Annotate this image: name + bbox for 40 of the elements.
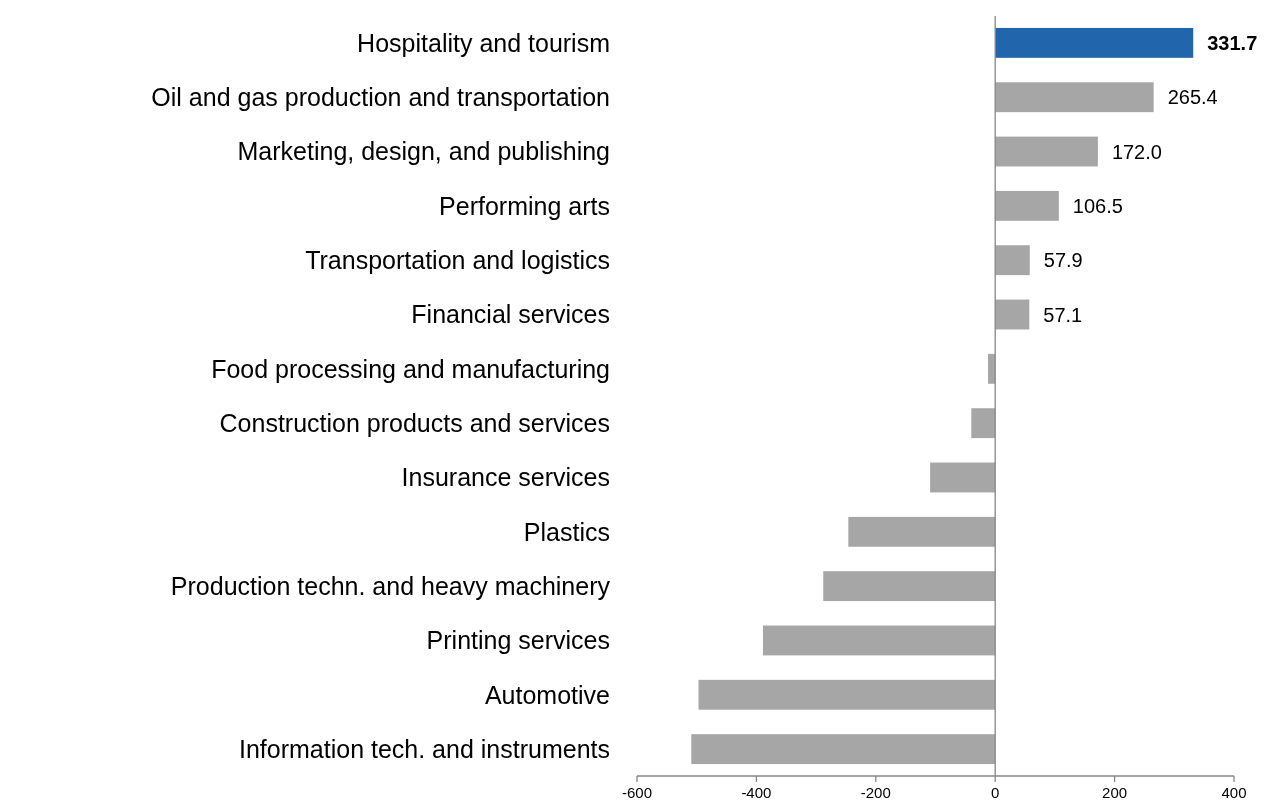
y-tick-label: Automotive — [484, 680, 610, 709]
bar — [691, 734, 996, 765]
y-tick-label: Marketing, design, and publishing — [237, 137, 610, 166]
bar — [698, 679, 996, 710]
y-tick-label: Hospitality and tourism — [357, 28, 610, 57]
bar — [762, 625, 996, 656]
bar — [971, 408, 996, 439]
data-label: 57.9 — [1043, 249, 1083, 272]
x-tick-label: -200 — [860, 784, 891, 801]
y-tick-label: Information tech. and instruments — [238, 734, 610, 763]
data-label: 331.7 — [1207, 31, 1258, 54]
bar — [988, 353, 996, 384]
x-tick-label: -400 — [741, 784, 772, 801]
y-tick-label: Printing services — [426, 626, 610, 655]
x-tick-label: 400 — [1221, 784, 1247, 801]
y-tick-label: Oil and gas production and transportation — [151, 82, 610, 111]
x-tick-label: 0 — [991, 784, 1000, 801]
bar — [995, 190, 1059, 221]
y-tick-label: Food processing and manufacturing — [211, 354, 610, 383]
data-label: 172.0 — [1111, 140, 1162, 163]
y-tick-label: Financial services — [411, 300, 610, 329]
y-tick-label: Production techn. and heavy machinery — [170, 571, 611, 600]
bar — [930, 462, 996, 493]
y-tick-label: Insurance services — [401, 463, 610, 492]
x-tick-label: 200 — [1102, 784, 1128, 801]
bar — [995, 245, 1030, 276]
data-label: 106.5 — [1072, 194, 1123, 217]
y-tick-label: Performing arts — [439, 191, 610, 220]
bar — [848, 516, 996, 547]
bar — [995, 27, 1194, 58]
bar — [823, 571, 996, 602]
bar — [995, 136, 1098, 167]
y-tick-label: Construction products and services — [219, 408, 610, 437]
data-label: 57.1 — [1043, 303, 1083, 326]
x-tick-label: -600 — [621, 784, 653, 801]
bar — [995, 299, 1030, 330]
bar — [995, 82, 1154, 113]
y-tick-label: Plastics — [523, 517, 610, 546]
data-label: 265.4 — [1167, 86, 1218, 109]
y-tick-label: Transportation and logistics — [305, 245, 610, 274]
